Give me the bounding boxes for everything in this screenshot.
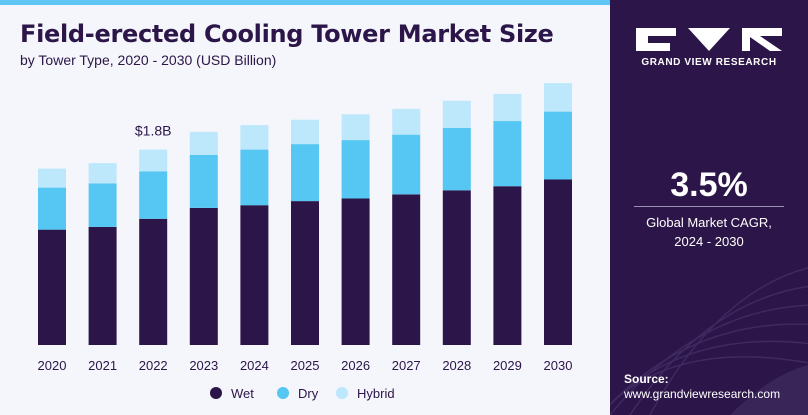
bar-chart: 2020 2021 2022 2023 2024 2025 2026 2027 2028 2029… [38, 83, 573, 373]
x-tick-label: 2022 [139, 358, 168, 373]
accent-bar [0, 0, 610, 5]
bar-dry-2030 [544, 111, 572, 180]
x-tick-label: 2023 [189, 358, 218, 373]
x-tick-label: 2024 [240, 358, 269, 373]
bar-wet-2025 [291, 201, 319, 345]
bar-wet-2027 [392, 194, 421, 345]
cagr-value: 3.5% [670, 166, 748, 204]
legend-label: Dry [298, 385, 319, 401]
bar-dry-2024 [240, 149, 269, 206]
divider [634, 206, 784, 207]
bar-wet-2026 [341, 198, 370, 345]
bar-hybrid-2022 [139, 149, 168, 172]
gvr-logo-icon [636, 28, 782, 51]
bar-wet-2020 [38, 229, 66, 345]
data-label: $1.8B [135, 123, 172, 139]
legend-item-wet: Wet [210, 383, 254, 403]
legend-label: Wet [231, 385, 254, 401]
bar-hybrid-2024 [240, 125, 269, 150]
source-url: www.grandviewresearch.com [624, 387, 781, 401]
bar-dry-2022 [139, 171, 168, 219]
legend-swatch [336, 387, 348, 399]
decorative-pattern [610, 267, 808, 415]
bar-wet-2022 [139, 218, 168, 345]
bar-wet-2021 [88, 226, 117, 345]
source-label: Source: [624, 372, 669, 386]
bar-dry-2023 [189, 155, 218, 208]
legend-item-dry: Dry [277, 383, 318, 403]
x-tick-label: 2029 [493, 358, 522, 373]
chart-subtitle: by Tower Type, 2020 - 2030 (USD Billion) [20, 52, 277, 68]
x-tick-label: 2030 [544, 358, 573, 373]
bar-dry-2025 [291, 144, 319, 202]
x-tick-label: 2027 [392, 358, 421, 373]
bar-hybrid-2025 [291, 119, 319, 145]
bar-wet-2030 [544, 179, 572, 345]
chart-title: Field-erected Cooling Tower Market Size [20, 20, 554, 48]
bar-wet-2029 [493, 186, 522, 345]
bar-wet-2028 [442, 190, 471, 345]
x-tick-label: 2021 [88, 358, 117, 373]
bar-hybrid-2023 [189, 131, 218, 155]
legend-swatch [210, 387, 222, 399]
legend: Wet Dry Hybrid [0, 383, 610, 403]
x-tick-label: 2020 [38, 358, 67, 373]
x-tick-label: 2025 [291, 358, 320, 373]
bar-dry-2026 [341, 140, 370, 199]
bar-dry-2020 [38, 187, 66, 230]
bar-hybrid-2026 [341, 114, 370, 141]
legend-label: Hybrid [357, 385, 395, 401]
bar-hybrid-2020 [38, 168, 66, 188]
bar-dry-2029 [493, 121, 522, 187]
cagr-years: 2024 - 2030 [674, 234, 744, 249]
bar-dry-2028 [442, 127, 471, 191]
bar-hybrid-2028 [442, 100, 471, 128]
bar-wet-2023 [189, 207, 218, 345]
bar-dry-2021 [88, 183, 117, 227]
bar-hybrid-2030 [544, 83, 572, 112]
x-tick-label: 2026 [341, 358, 370, 373]
legend-item-hybrid: Hybrid [336, 383, 395, 403]
info-sidebar: GRAND VIEW RESEARCH 3.5% Global Market C… [610, 0, 808, 415]
bar-hybrid-2029 [493, 93, 522, 121]
chart-panel: Field-erected Cooling Tower Market Size … [0, 0, 610, 415]
cagr-label: Global Market CAGR, [646, 215, 772, 230]
x-tick-label: 2028 [442, 358, 471, 373]
bar-dry-2027 [392, 134, 421, 195]
source-note: Source: www.grandviewresearch.com [624, 372, 780, 402]
brand-name: GRAND VIEW RESEARCH [641, 57, 777, 68]
bar-wet-2024 [240, 205, 269, 345]
legend-swatch [277, 387, 289, 399]
bar-hybrid-2021 [88, 163, 117, 184]
bar-hybrid-2027 [392, 108, 421, 135]
